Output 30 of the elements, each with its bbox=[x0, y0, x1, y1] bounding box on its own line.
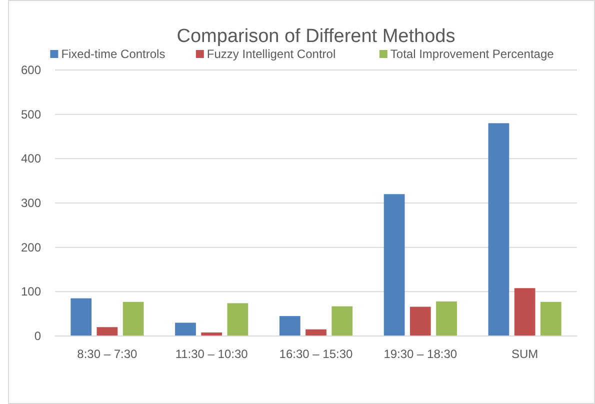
bar bbox=[306, 329, 326, 336]
y-tick-label: 400 bbox=[20, 152, 42, 166]
bar bbox=[279, 316, 300, 336]
bar bbox=[436, 301, 457, 336]
x-tick-label: 16:30 – 15:30 bbox=[279, 347, 354, 361]
legend-label: Total Improvement Percentage bbox=[390, 47, 554, 61]
y-tick-label: 200 bbox=[20, 240, 42, 254]
bar bbox=[332, 306, 353, 336]
y-tick-label: 100 bbox=[20, 284, 42, 299]
legend-label: Fuzzy Intelligent Control bbox=[206, 47, 336, 61]
x-tick-label: 11:30 – 10:30 bbox=[175, 347, 248, 361]
bar bbox=[540, 302, 562, 336]
bar bbox=[96, 327, 118, 336]
bar bbox=[514, 288, 536, 336]
bar bbox=[384, 194, 405, 336]
bar bbox=[410, 306, 431, 336]
chart-title: Comparison of Different Methods bbox=[176, 26, 456, 47]
y-tick-label: 500 bbox=[20, 107, 42, 122]
legend-label: Fixed-time Controls bbox=[61, 47, 166, 61]
y-tick-label: 600 bbox=[20, 63, 42, 77]
bar bbox=[488, 123, 510, 336]
bar bbox=[227, 303, 248, 336]
y-tick-label: 0 bbox=[34, 329, 42, 343]
bar bbox=[122, 302, 144, 336]
bar bbox=[175, 322, 196, 336]
x-tick-label: SUM bbox=[511, 347, 538, 361]
x-tick-label: 8:30 – 7:30 bbox=[77, 347, 138, 361]
y-tick-label: 300 bbox=[20, 196, 42, 210]
bar bbox=[70, 298, 92, 336]
x-tick-label: 19:30 – 18:30 bbox=[384, 347, 458, 361]
